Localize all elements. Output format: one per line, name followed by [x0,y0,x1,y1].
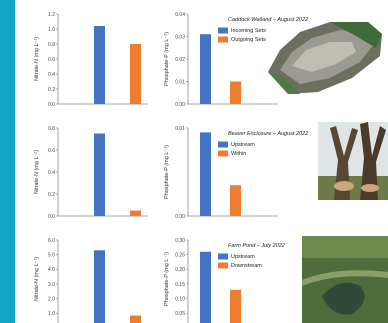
y-tick-label: 0.2 [48,87,55,93]
gnawed-wood [334,181,354,191]
y-tick-label: 1.0 [48,311,55,317]
y-tick-label: 0.04 [175,12,185,18]
y-tick-label: 0.00 [175,102,185,108]
y-tick-label: 3.0 [48,282,55,288]
field-strip [302,236,388,258]
farm-pond-aerial-photo [302,236,388,323]
chart-panel-4: 1.0 2.0 3.0 4.0 5.0 6.0 Nitrate-N (mg L⁻¹) [34,238,141,323]
wetland-vegetation [330,22,382,48]
legend-swatch [218,27,228,34]
y-tick-label: 0.25 [175,252,185,258]
bar-series-1 [94,250,105,323]
bar-series-2 [130,210,141,216]
pond [322,282,365,315]
legend-entry: Upstream [231,142,255,148]
y-tick-label: 1.0 [48,27,55,33]
chart-panel-3: 0.00 0.01 Phosphate-P (mg L⁻¹) Beaver Enclo… [164,126,308,220]
tree-trunk [330,126,358,200]
y-tick-label: 0.4 [48,72,55,78]
y-axis-label: Nitrate-N (mg L⁻¹) [34,257,40,301]
tree-trunk [360,122,386,200]
gnawed-wood [361,184,379,192]
panel-title: Beaver Enclosure – August 2022 [228,131,308,137]
panel-title: Caddock Wetland – August 2022 [228,17,308,23]
y-tick-label: 0.4 [48,170,55,176]
legend-entry: Incoming Sets [231,28,266,34]
aerial-wetland-photo [268,22,382,94]
bar-series-2 [130,44,141,104]
y-tick-label: 4.0 [48,267,55,273]
legend-swatch [218,262,228,269]
beaver-trees-photo [318,122,388,200]
chart-panel-1: 0.00 0.01 0.02 0.03 0.04 Phosphate-P (mg L⁻¹)… [164,12,308,108]
y-axis-label: Phosphate-P (mg L⁻¹) [164,145,170,199]
y-tick-label: 0.00 [175,214,185,220]
y-tick-label: 0.01 [175,79,185,85]
y-tick-label: 0.6 [48,148,55,154]
y-tick-label: 0.10 [175,296,185,302]
bar-series-1 [200,132,211,216]
bar-series-1 [200,34,211,104]
legend-swatch [218,253,228,260]
y-tick-label: 0.8 [48,126,55,132]
y-axis-label: Nitrate-N (mg L⁻¹) [34,37,40,81]
legend-entry: Downstream [231,263,262,269]
y-tick-label: 0.2 [48,192,55,198]
y-tick-label: 5.0 [48,252,55,258]
y-tick-label: 0.0 [48,102,55,108]
y-tick-label: 1.2 [48,12,55,18]
bar-series-1 [94,26,105,104]
y-axis-label: Nitrate-N (mg L⁻¹) [34,150,40,194]
chart-panel-5: 0.05 0.10 0.15 0.20 0.25 0.30 Phosphate-P (mg … [164,238,285,323]
bar-series-1 [200,251,211,323]
bar-series-2 [230,289,241,323]
y-tick-label: 0.01 [175,126,185,132]
legend-swatch [218,141,228,148]
y-tick-label: 6.0 [48,238,55,244]
chart-panel-2: 0.0 0.2 0.4 0.6 0.8 Nitrate-N (mg L⁻¹) [34,126,148,220]
legend-entry: Outgoing Sets [231,37,266,43]
y-axis-label: Phosphate-P (mg L⁻¹) [164,252,170,306]
bar-series-2 [230,81,241,104]
legend-entry: Upstream [231,254,255,260]
y-tick-label: 0.0 [48,214,55,220]
y-tick-label: 2.0 [48,296,55,302]
y-axis-label: Phosphate-P (mg L⁻¹) [164,32,170,86]
chart-panel-0: 0.0 0.2 0.4 0.6 0.8 1.0 1.2 Nitrate-N (mg L⁻¹) [34,12,148,108]
panel-title: Farm Pond – July 2022 [228,243,285,249]
y-tick-label: 0.30 [175,238,185,244]
legend-entry: Within [231,151,246,157]
y-tick-label: 0.15 [175,282,185,288]
bar-series-1 [94,133,105,216]
y-tick-label: 0.05 [175,311,185,317]
y-tick-label: 0.8 [48,42,55,48]
y-tick-label: 0.6 [48,57,55,63]
y-tick-label: 0.02 [175,57,185,63]
legend-swatch [218,150,228,157]
bar-series-2 [130,315,141,323]
bar-series-2 [230,185,241,216]
wetland-inner [292,42,356,72]
y-tick-label: 0.20 [175,267,185,273]
y-tick-label: 0.03 [175,34,185,40]
accent-bar [0,0,15,323]
track [302,270,388,286]
legend-swatch [218,36,228,43]
wetland-vegetation [268,72,300,94]
